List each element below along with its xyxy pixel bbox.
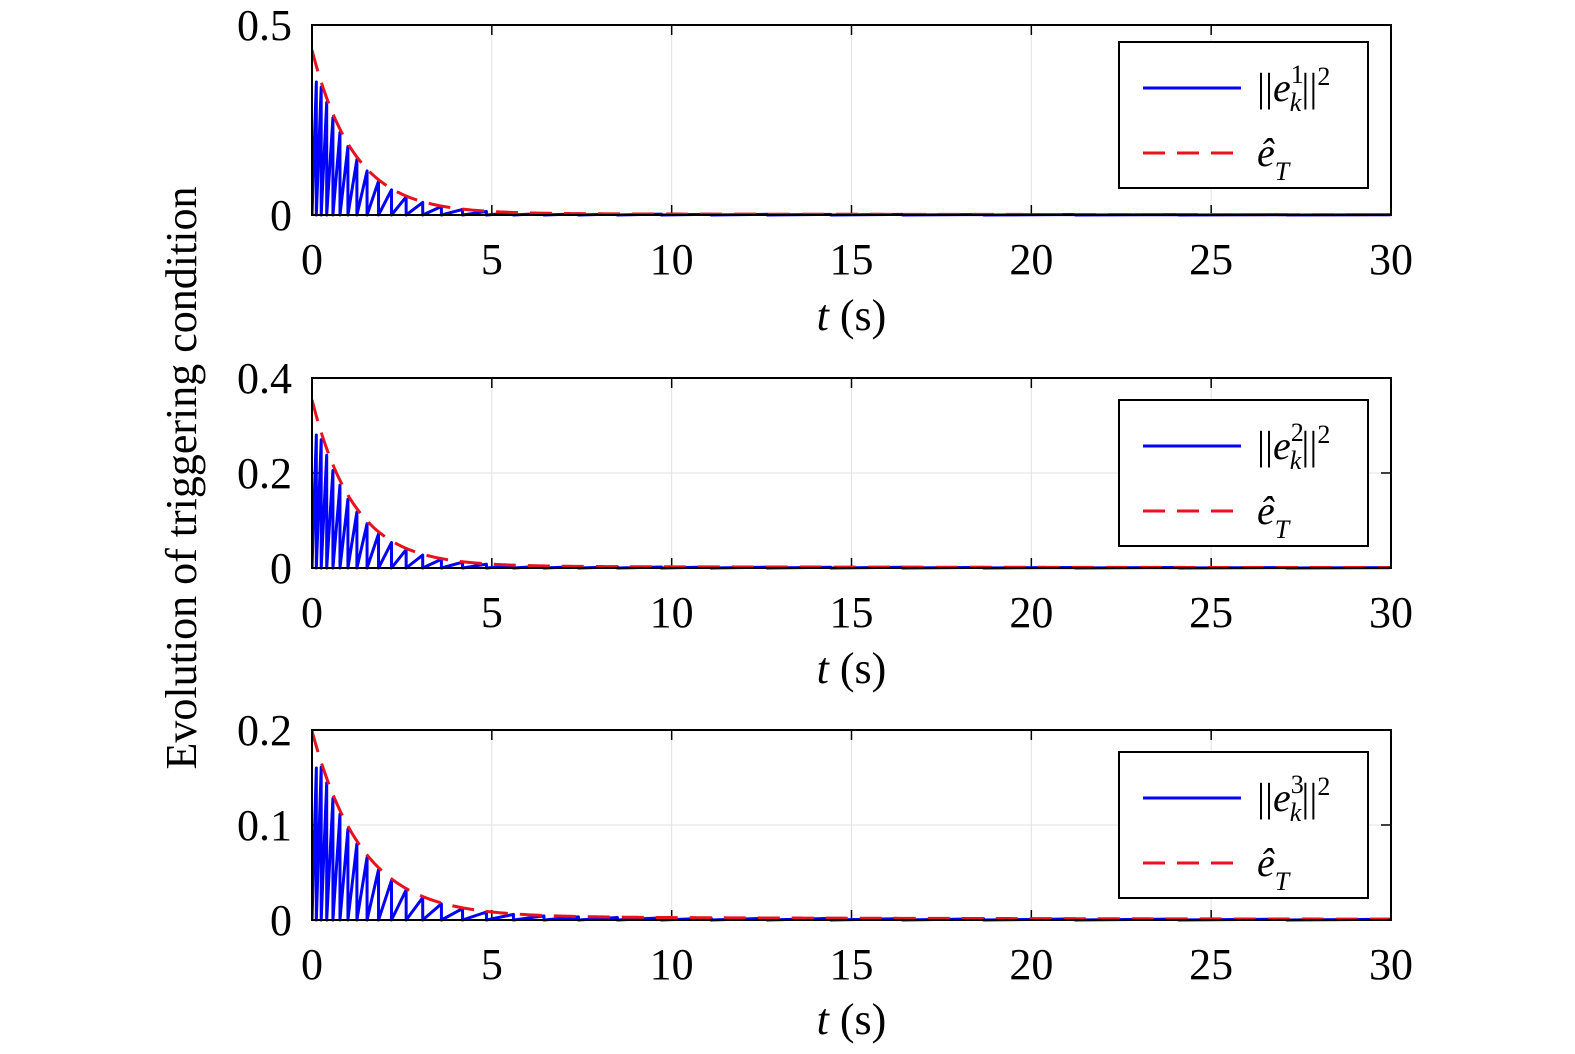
x-axis-label: t (s)	[817, 291, 887, 340]
legend-label-1: ||e1 k||2	[1257, 60, 1330, 117]
legend-sub: T	[1275, 157, 1291, 186]
x-tick-label: 0	[301, 235, 323, 284]
legend-sup: 2	[1291, 418, 1304, 447]
x-axis-label: t (s)	[817, 995, 887, 1044]
x-axis-label-unit: (s)	[829, 291, 886, 340]
x-tick-label: 10	[650, 940, 694, 989]
x-tick-label: 0	[301, 940, 323, 989]
legend: ||e2 k||2êT	[1118, 399, 1369, 547]
legend-sup: 1	[1291, 60, 1304, 89]
y-tick-label: 0	[270, 544, 292, 593]
x-tick-label: 20	[1009, 940, 1053, 989]
legend-var: ê	[1257, 488, 1275, 533]
legend-label-2: êT	[1257, 130, 1291, 186]
legend-base: ||	[1257, 423, 1273, 468]
x-tick-label: 5	[481, 588, 503, 637]
x-tick-label: 25	[1189, 235, 1233, 284]
legend-label-1: ||e3 k||2	[1257, 770, 1330, 827]
legend-var: ê	[1257, 840, 1275, 885]
axes-box	[311, 24, 1392, 216]
x-axis-label-unit: (s)	[829, 644, 886, 693]
y-tick-label: 0.2	[237, 706, 292, 755]
legend-tail-sup: 2	[1317, 420, 1330, 449]
x-tick-label: 10	[650, 235, 694, 284]
x-tick-label: 5	[481, 235, 503, 284]
y-tick-label: 0.2	[237, 449, 292, 498]
legend-var: ê	[1257, 130, 1275, 175]
legend-tail: ||	[1301, 775, 1317, 820]
x-tick-label: 30	[1369, 235, 1413, 284]
x-tick-label: 0	[301, 588, 323, 637]
y-tick-label: 0	[270, 896, 292, 945]
x-axis-label-variable: t	[817, 644, 831, 693]
axes-box	[311, 377, 1392, 569]
x-tick-label: 10	[650, 588, 694, 637]
legend-base: ||	[1257, 65, 1273, 110]
legend-var: e	[1273, 775, 1291, 820]
x-tick-label: 15	[830, 940, 874, 989]
series-2-line	[312, 730, 1390, 921]
legend-tail-sup: 2	[1317, 62, 1330, 91]
x-tick-label: 20	[1009, 588, 1053, 637]
y-tick-label: 0.4	[237, 354, 292, 403]
legend-sub: T	[1275, 867, 1291, 896]
legend-sub: T	[1275, 515, 1291, 544]
x-tick-label: 25	[1189, 588, 1233, 637]
axes-box	[311, 729, 1392, 921]
legend-var: e	[1273, 65, 1291, 110]
x-axis-label-variable: t	[817, 995, 831, 1044]
x-axis-label: t (s)	[817, 644, 887, 693]
legend-sub: k	[1290, 798, 1302, 827]
legend-label-1: ||e2 k||2	[1257, 418, 1330, 475]
legend-label-2: êT	[1257, 840, 1291, 896]
legend: ||e3 k||2êT	[1118, 751, 1369, 899]
y-tick-label: 0.1	[237, 801, 292, 850]
legend-sup: 3	[1291, 770, 1304, 799]
x-axis-label-variable: t	[817, 291, 831, 340]
x-tick-label: 5	[481, 940, 503, 989]
legend-label-2: êT	[1257, 488, 1291, 544]
legend: ||e1 k||2êT	[1118, 41, 1369, 189]
legend-sub: k	[1290, 88, 1302, 117]
legend-tail-sup: 2	[1317, 772, 1330, 801]
legend-box	[1118, 399, 1369, 547]
y-axis-label: Evolution of triggering condition	[157, 187, 206, 770]
legend-sub: k	[1290, 446, 1302, 475]
legend-box	[1118, 41, 1369, 189]
y-tick-label: 0.5	[237, 1, 292, 50]
legend-tail: ||	[1301, 65, 1317, 110]
x-tick-label: 15	[830, 235, 874, 284]
legend-base: ||	[1257, 775, 1273, 820]
x-tick-label: 30	[1369, 588, 1413, 637]
x-tick-label: 25	[1189, 940, 1233, 989]
x-tick-label: 20	[1009, 235, 1053, 284]
legend-box	[1118, 751, 1369, 899]
x-tick-label: 30	[1369, 940, 1413, 989]
legend-var: e	[1273, 423, 1291, 468]
x-axis-label-unit: (s)	[829, 995, 886, 1044]
x-tick-label: 15	[830, 588, 874, 637]
legend-tail: ||	[1301, 423, 1317, 468]
y-tick-label: 0	[270, 191, 292, 240]
